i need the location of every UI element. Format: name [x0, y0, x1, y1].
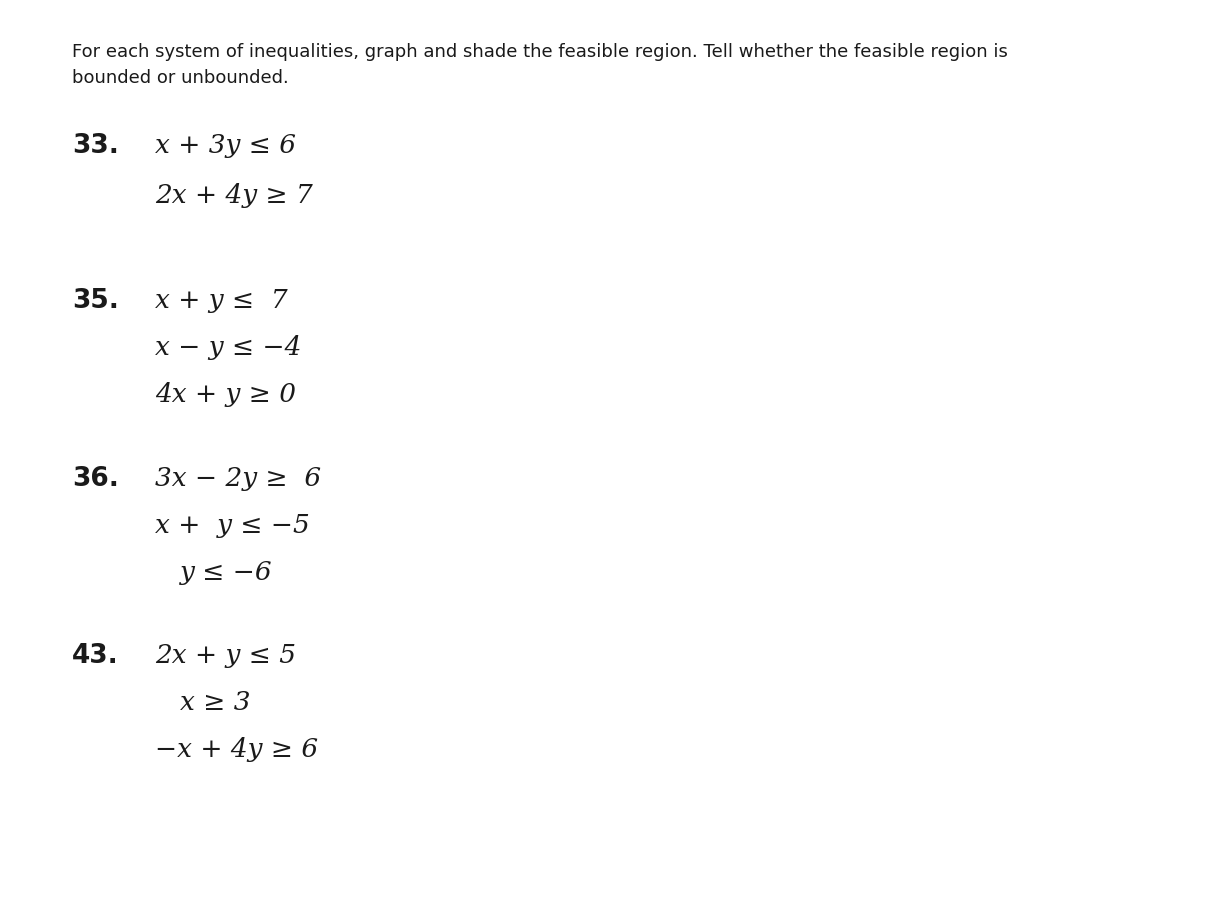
Text: For each system of inequalities, graph and shade the feasible region. Tell wheth: For each system of inequalities, graph a… — [72, 43, 1008, 86]
Text: x − y ≤ −4: x − y ≤ −4 — [156, 335, 302, 360]
Text: x + 3y ≤ 6: x + 3y ≤ 6 — [156, 133, 295, 158]
Text: 35.: 35. — [72, 288, 119, 314]
Text: 36.: 36. — [72, 466, 119, 492]
Text: 2x + y ≤ 5: 2x + y ≤ 5 — [156, 643, 295, 668]
Text: 4x + y ≥ 0: 4x + y ≥ 0 — [156, 382, 295, 407]
Text: 43.: 43. — [72, 643, 118, 669]
Text: 33.: 33. — [72, 133, 119, 159]
Text: 2x + 4y ≥ 7: 2x + 4y ≥ 7 — [156, 183, 312, 208]
Text: x ≥ 3: x ≥ 3 — [180, 690, 251, 715]
Text: x + y ≤  7: x + y ≤ 7 — [156, 288, 287, 313]
Text: x +  y ≤ −5: x + y ≤ −5 — [156, 513, 310, 538]
Text: 3x − 2y ≥  6: 3x − 2y ≥ 6 — [156, 466, 321, 491]
Text: −x + 4y ≥ 6: −x + 4y ≥ 6 — [156, 737, 318, 762]
Text: y ≤ −6: y ≤ −6 — [180, 560, 273, 585]
